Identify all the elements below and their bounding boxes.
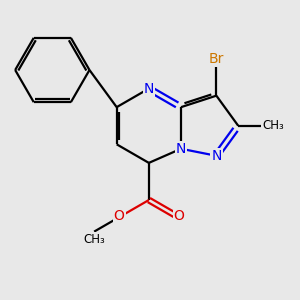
Text: O: O [114,209,124,223]
Text: N: N [144,82,154,96]
Text: O: O [174,209,184,223]
Text: N: N [176,142,186,156]
Text: CH₃: CH₃ [83,232,105,245]
Text: N: N [211,149,221,163]
Text: CH₃: CH₃ [262,119,284,132]
Text: Br: Br [209,52,224,66]
